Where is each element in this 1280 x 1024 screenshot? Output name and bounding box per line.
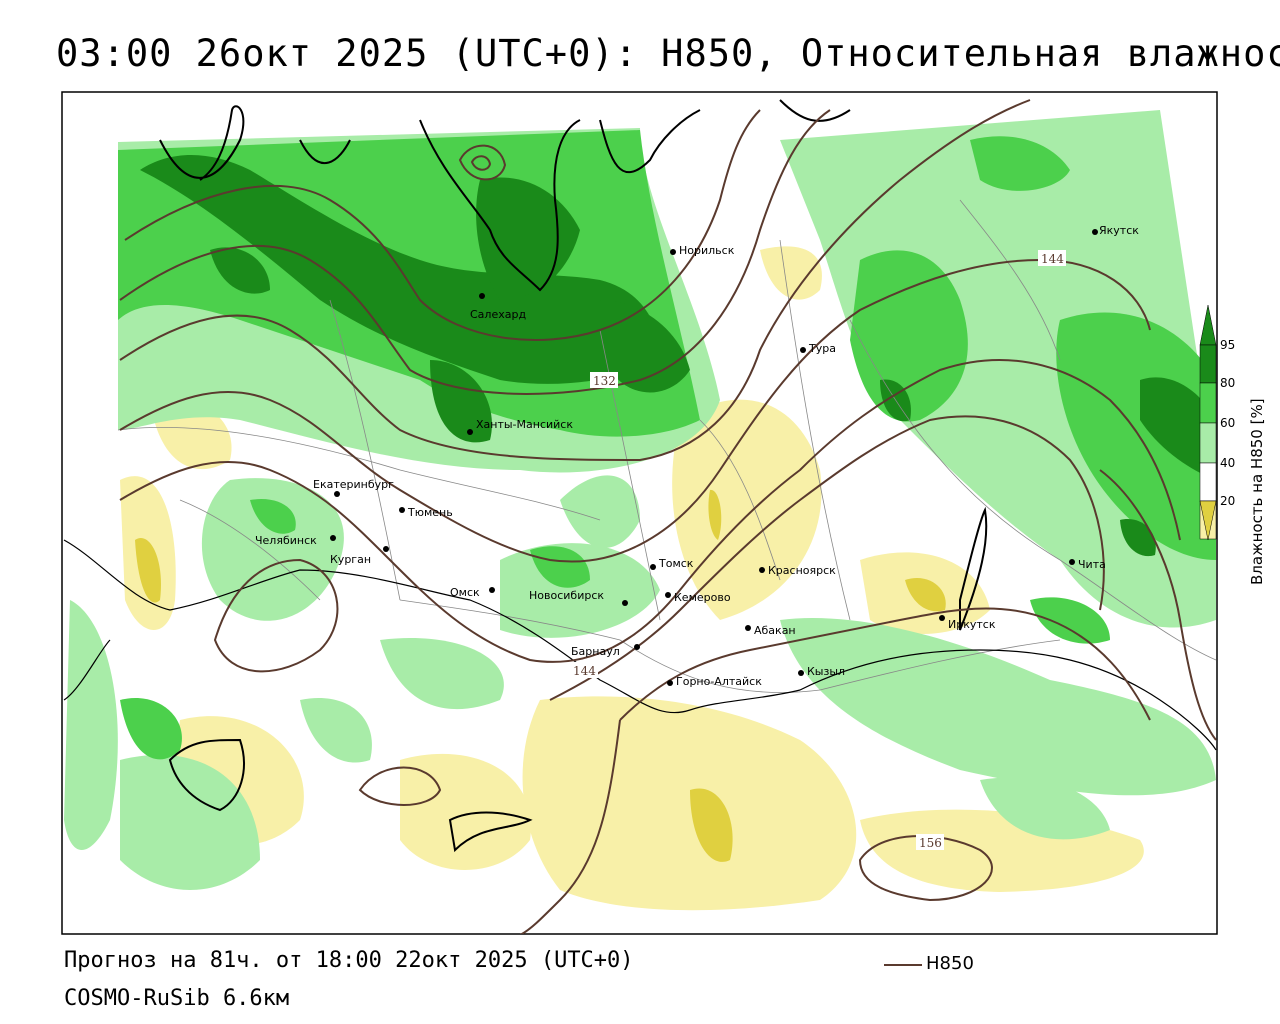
forecast-info: Прогноз на 81ч. от 18:00 22окт 2025 (UTC… (64, 948, 634, 973)
city-dot (800, 347, 806, 353)
city-dot (622, 600, 628, 606)
legend-line-swatch (884, 964, 922, 966)
city-dot (745, 625, 751, 631)
city-label: Норильск (679, 244, 735, 257)
colorbar-tick-label: 80 (1220, 376, 1235, 390)
city-dot (665, 592, 671, 598)
city-label: Тура (808, 342, 836, 355)
colorbar-tick-label: 20 (1220, 494, 1235, 508)
colorbar-tick-label: 40 (1220, 456, 1235, 470)
city-label: Омск (450, 586, 480, 599)
city-label: Салехард (470, 308, 526, 321)
city-dot (467, 429, 473, 435)
city-label: Екатеринбург (313, 478, 394, 491)
city-dot (479, 293, 485, 299)
city-label: Тюмень (407, 506, 453, 519)
legend-label: H850 (926, 953, 974, 974)
isoline-label: 144 (573, 664, 596, 678)
city-dot (667, 680, 673, 686)
city-dot (334, 491, 340, 497)
colorbar-band-60 (1199, 422, 1217, 464)
colorbar-band-40 (1199, 462, 1217, 502)
city-dot (1092, 229, 1098, 235)
city-label: Кызыл (807, 665, 845, 678)
city-label: Горно-Алтайск (676, 675, 762, 688)
city-label: Чита (1078, 558, 1106, 571)
colorbar-tick-label: 95 (1220, 338, 1235, 352)
admin-boundaries (117, 199, 1217, 693)
city-label: Курган (330, 553, 371, 566)
city-label: Якутск (1099, 224, 1139, 237)
colorbar-bottom-arrow (1199, 500, 1217, 541)
city-label: Абакан (754, 624, 796, 637)
city-label: Томск (658, 557, 694, 570)
colorbar-tick-label: 60 (1220, 416, 1235, 430)
city-dot (383, 546, 389, 552)
map-title: 03:00 26окт 2025 (UTC+0): H850, Относите… (56, 32, 1280, 75)
city-markers: Якутск Норильск Салехард Тура Ханты-Мансийск… (255, 224, 1139, 688)
city-dot (399, 507, 405, 513)
city-dot (1069, 559, 1075, 565)
city-dot (798, 670, 804, 676)
city-label: Новосибирск (529, 589, 604, 602)
city-label: Красноярск (768, 564, 836, 577)
city-dot (759, 567, 765, 573)
colorbar-title: Влажность на H850 [%] (1248, 398, 1266, 585)
colorbar-band-80 (1199, 382, 1217, 424)
isoline-label: 144 (1041, 252, 1064, 266)
city-dot (670, 249, 676, 255)
city-dot (634, 644, 640, 650)
h850-isolines (119, 99, 1217, 934)
isoline-label: 156 (919, 836, 942, 850)
model-name: COSMO-RuSib 6.6км (64, 986, 290, 1011)
city-dot (489, 587, 495, 593)
colorbar-band-95 (1199, 344, 1217, 384)
humidity-very-dry-areas (135, 489, 946, 862)
city-dot (330, 535, 336, 541)
isoline-label: 132 (593, 374, 616, 388)
coastlines (159, 99, 988, 853)
city-label: Челябинск (255, 534, 317, 547)
isoline-label-group: 132 144 144 156 (570, 250, 1066, 850)
city-dot (939, 615, 945, 621)
city-label: Ханты-Мансийск (476, 418, 573, 431)
city-label: Иркутск (948, 618, 996, 631)
city-label: Барнаул (571, 645, 620, 658)
city-label: Кемерово (674, 591, 731, 604)
colorbar: 95 80 60 40 20 (1199, 304, 1235, 541)
city-dot (650, 564, 656, 570)
